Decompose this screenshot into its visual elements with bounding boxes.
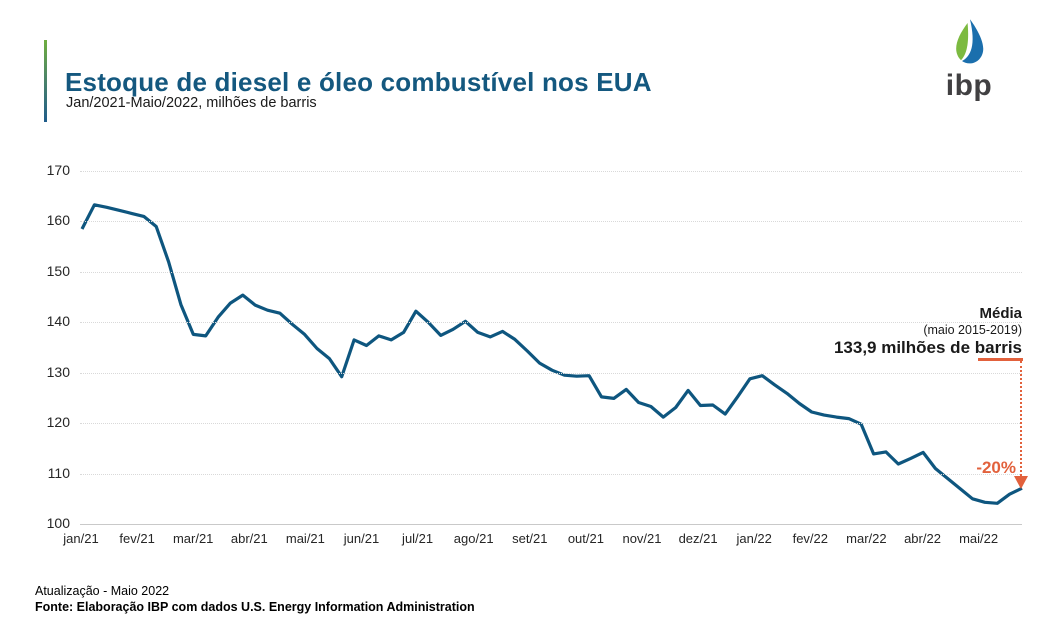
x-tick-label: ago/21: [453, 531, 494, 546]
x-tick-label: mar/22: [846, 531, 887, 546]
header-accent-bar: [44, 40, 47, 122]
y-tick-label: 140: [46, 313, 70, 330]
y-tick-label: 130: [46, 363, 70, 380]
y-tick-label: 110: [47, 464, 70, 481]
media-annotation: Média (maio 2015-2019) 133,9 milhões de …: [833, 305, 1022, 358]
pct-change-label: -20%: [976, 458, 1016, 477]
media-arrow-dotted-line: [1020, 361, 1022, 476]
y-tick-label: 150: [46, 262, 70, 279]
media-underline: [978, 358, 1023, 361]
x-tick-label: jan/22: [736, 531, 772, 546]
ibp-logo-droplet-icon: [950, 18, 988, 73]
gridline: [80, 271, 1022, 273]
footer: Atualização - Maio 2022 Fonte: Elaboraçã…: [35, 583, 475, 615]
x-tick-label: out/21: [567, 531, 604, 546]
media-value-label: 133,9 milhões de barris: [833, 338, 1022, 358]
media-arrow-head-icon: [1014, 476, 1028, 489]
x-tick-label: jun/21: [343, 531, 380, 546]
gridline: [80, 473, 1022, 475]
chart-line: [80, 203, 1023, 505]
x-tick-label: dez/21: [678, 531, 718, 546]
stock-series-line: [80, 203, 1023, 505]
gridline: [80, 524, 1022, 525]
y-tick-label: 160: [46, 212, 70, 229]
y-tick-label: 170: [46, 162, 70, 178]
ibp-logo: ibp: [926, 18, 1012, 102]
gridline: [80, 423, 1022, 425]
media-label: Média: [979, 305, 1022, 322]
ibp-logo-text: ibp: [945, 69, 993, 102]
x-tick-label: fev/22: [792, 531, 829, 546]
x-tick-label: nov/21: [622, 531, 662, 546]
x-tick-label: abr/22: [904, 531, 941, 546]
y-tick-label: 120: [46, 414, 70, 431]
gridline: [80, 221, 1022, 223]
gridline: [80, 322, 1022, 324]
x-tick-label: set/21: [512, 531, 548, 546]
y-tick-label: 100: [46, 515, 70, 531]
media-period-label: (maio 2015-2019): [923, 322, 1022, 337]
footer-update: Atualização - Maio 2022: [35, 584, 170, 598]
x-tick-label: abr/21: [230, 531, 268, 546]
x-tick-label: jan/21: [63, 531, 99, 546]
page-subtitle: Jan/2021-Maio/2022, milhões de barris: [66, 95, 317, 111]
footer-source: Fonte: Elaboração IBP com dados U.S. Ene…: [35, 600, 475, 614]
x-tick-label: fev/21: [119, 531, 155, 546]
x-tick-label: mar/21: [172, 531, 214, 546]
x-tick-label: jul/21: [402, 531, 434, 546]
x-tick-label: mai/22: [959, 531, 999, 546]
gridline: [80, 171, 1022, 172]
chart-area: 100 110 120 130 140 150 160 170 jan/21 fev/21 mar/…: [47, 162, 1023, 546]
gridline: [80, 372, 1022, 374]
x-tick-label: mai/21: [285, 531, 325, 546]
page-title: Estoque de diesel e óleo combustível nos…: [65, 67, 652, 98]
